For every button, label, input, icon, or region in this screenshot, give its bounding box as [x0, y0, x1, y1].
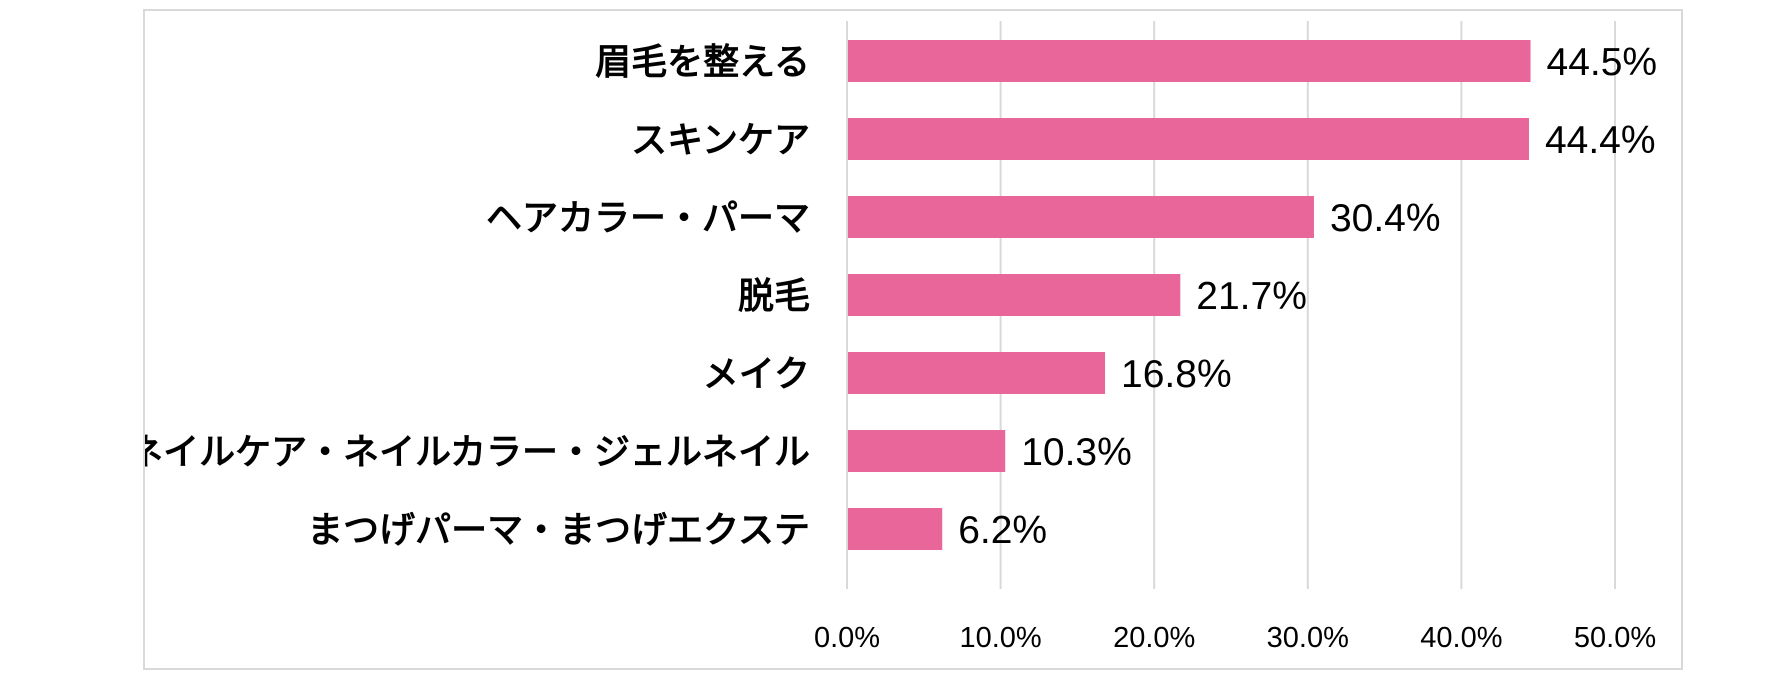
x-tick-label: 10.0% — [959, 622, 1041, 654]
bar-chart: 0.0% 10.0% 20.0% 30.0% 40.0% 50.0% 眉毛を整える 44.5%… — [145, 21, 1658, 654]
x-tick-label: 50.0% — [1574, 622, 1656, 654]
category-label: ヘアカラー・パーマ — [486, 198, 810, 239]
category-label: メイク — [703, 354, 810, 395]
bar — [847, 508, 943, 550]
data-label: 21.7% — [1196, 275, 1307, 318]
x-tick-label: 20.0% — [1113, 622, 1195, 654]
chart-area: 0.0% 10.0% 20.0% 30.0% 40.0% 50.0% 眉毛を整える 44.5%… — [143, 9, 1683, 670]
category-label: 脱毛 — [738, 276, 810, 317]
data-label: 44.5% — [1547, 41, 1658, 84]
data-label: 44.4% — [1545, 119, 1656, 162]
bar — [847, 430, 1006, 472]
bar — [847, 40, 1531, 82]
category-label: 眉毛を整える — [595, 42, 810, 83]
x-tick-label: 40.0% — [1420, 622, 1502, 654]
data-label: 10.3% — [1021, 431, 1132, 474]
data-label: 16.8% — [1121, 353, 1232, 396]
bar — [847, 118, 1529, 160]
category-label: スキンケア — [631, 120, 810, 161]
bar — [847, 274, 1181, 316]
x-tick-label: 0.0% — [814, 622, 880, 654]
category-label: ネイルケア・ネイルカラー・ジェルネイル — [145, 432, 810, 473]
data-label: 30.4% — [1330, 197, 1441, 240]
data-label: 6.2% — [958, 509, 1047, 552]
bar — [847, 196, 1314, 238]
category-label: まつげパーマ・まつげエクステ — [307, 510, 810, 551]
bar — [847, 352, 1106, 394]
x-tick-label: 30.0% — [1267, 622, 1349, 654]
